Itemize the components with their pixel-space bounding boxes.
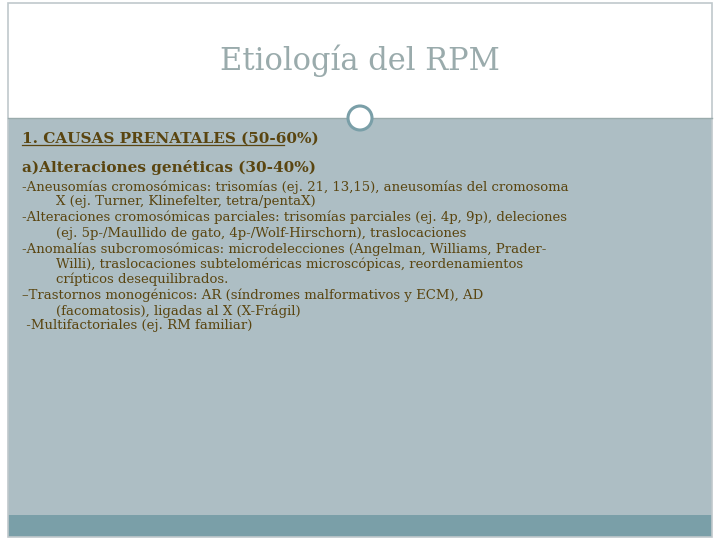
Text: -Anomalías subcromosómicas: microdelecciones (Angelman, Williams, Prader-: -Anomalías subcromosómicas: microdelecci… — [22, 242, 546, 255]
FancyBboxPatch shape — [8, 515, 712, 537]
Text: -Multifactoriales (ej. RM familiar): -Multifactoriales (ej. RM familiar) — [22, 320, 253, 333]
Text: crípticos desequilibrados.: crípticos desequilibrados. — [22, 273, 228, 287]
FancyBboxPatch shape — [8, 118, 712, 515]
Text: Willi), traslocaciones subteloméricas microscópicas, reordenamientos: Willi), traslocaciones subteloméricas mi… — [22, 258, 523, 271]
Text: (ej. 5p-/Maullido de gato, 4p-/Wolf-Hirschorn), traslocaciones: (ej. 5p-/Maullido de gato, 4p-/Wolf-Hirs… — [22, 226, 467, 240]
Text: a)Alteraciones genéticas (30-40%): a)Alteraciones genéticas (30-40%) — [22, 160, 316, 175]
Text: (facomatosis), ligadas al X (X-Frágil): (facomatosis), ligadas al X (X-Frágil) — [22, 304, 301, 318]
Circle shape — [348, 106, 372, 130]
Text: Etiología del RPM: Etiología del RPM — [220, 44, 500, 77]
Text: 1. CAUSAS PRENATALES (50-60%): 1. CAUSAS PRENATALES (50-60%) — [22, 132, 319, 146]
Text: –Trastornos monogénicos: AR (síndromes malformativos y ECM), AD: –Trastornos monogénicos: AR (síndromes m… — [22, 288, 483, 302]
Text: -Alteraciones cromosómicas parciales: trisomías parciales (ej. 4p, 9p), delecion: -Alteraciones cromosómicas parciales: tr… — [22, 211, 567, 225]
FancyBboxPatch shape — [8, 3, 712, 118]
Text: X (ej. Turner, Klinefelter, tetra/pentaX): X (ej. Turner, Klinefelter, tetra/pentaX… — [22, 195, 315, 208]
Text: -Aneusomías cromosómicas: trisomías (ej. 21, 13,15), aneusomías del cromosoma: -Aneusomías cromosómicas: trisomías (ej.… — [22, 180, 569, 193]
